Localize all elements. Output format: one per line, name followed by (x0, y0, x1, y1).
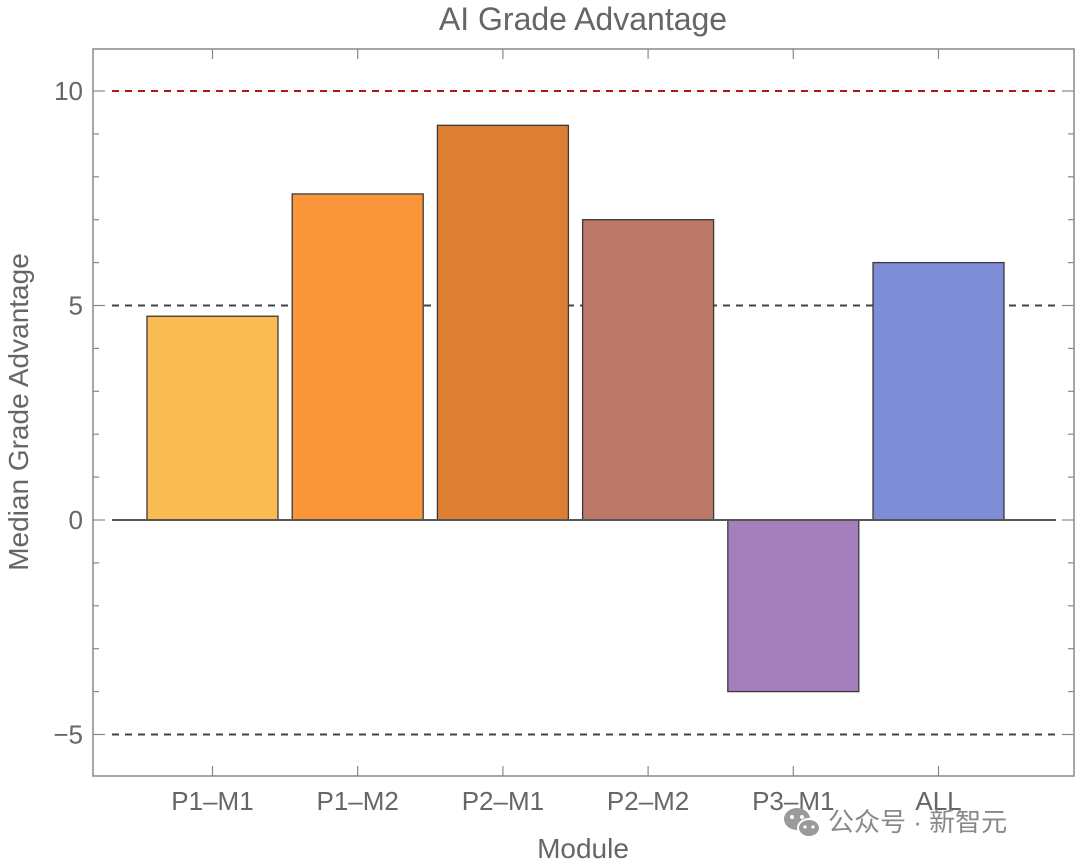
x-axis-ticks (211, 49, 940, 776)
category-label: P1–M1 (171, 786, 253, 816)
plot-frame (92, 48, 1075, 777)
category-label: P2–M1 (462, 786, 544, 816)
y-tick-label: −5 (53, 720, 83, 750)
y-axis-ticks: −5 0 5 10 (53, 76, 1074, 750)
bar-P3–M1 (727, 519, 860, 693)
bars (146, 124, 1005, 693)
watermark-text: 公众号 · 新智元 (828, 807, 1007, 837)
bar-ALL (872, 261, 1005, 521)
y-axis-label: Median Grade Advantage (3, 253, 34, 571)
chart-title: AI Grade Advantage (439, 1, 727, 37)
category-label: P2–M2 (607, 786, 689, 816)
bar-P1–M1 (146, 315, 279, 521)
watermark: 公众号 · 新智元 (784, 807, 1007, 838)
bar-P1–M2 (291, 193, 424, 521)
wechat-icon (784, 808, 821, 838)
category-label: P1–M2 (317, 786, 399, 816)
y-tick-label: 5 (69, 291, 83, 321)
x-axis-label: Module (537, 833, 629, 864)
category-label: ALL (915, 786, 961, 816)
bar-P2–M1 (436, 124, 570, 521)
y-tick-label: 0 (69, 505, 83, 535)
y-tick-label: 10 (54, 76, 83, 106)
bar-P2–M2 (581, 219, 715, 521)
